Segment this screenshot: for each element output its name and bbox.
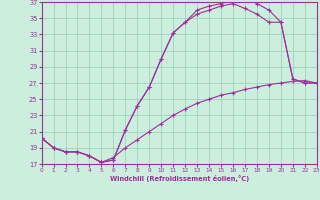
X-axis label: Windchill (Refroidissement éolien,°C): Windchill (Refroidissement éolien,°C) bbox=[109, 175, 249, 182]
